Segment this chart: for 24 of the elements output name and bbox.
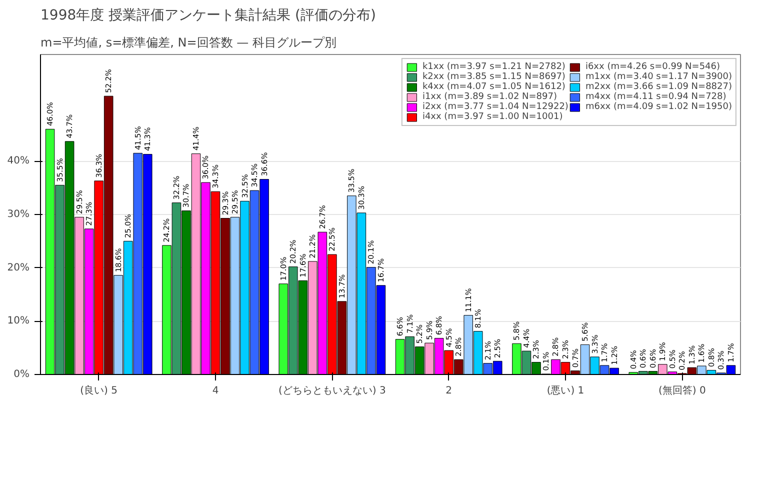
x-tick-label: 2: [446, 386, 452, 396]
legend-label: k1xx (m=3.97 s=1.21 N=2782): [422, 62, 566, 72]
y-tick-label: 0%: [14, 369, 30, 380]
x-tick-label: 4: [212, 386, 219, 396]
y-tick-label: 30%: [7, 209, 30, 220]
legend-label: k4xx (m=4.07 s=1.05 N=1612): [422, 82, 566, 92]
legend-label: i1xx (m=3.89 s=1.02 N=897): [422, 92, 557, 102]
y-tick-label: 40%: [7, 156, 30, 167]
legend-label: m2xx (m=3.66 s=1.09 N=8827): [585, 82, 732, 92]
legend-label: m1xx (m=3.40 s=1.17 N=3900): [585, 72, 732, 82]
legend-label: m4xx (m=4.11 s=0.94 N=728): [585, 92, 726, 102]
legend-label: i4xx (m=3.97 s=1.00 N=1001): [422, 112, 563, 122]
x-tick-label: (どちらともいえない) 3: [278, 386, 386, 396]
legend-label: i6xx (m=4.26 s=0.99 N=546): [585, 62, 720, 72]
legend-label: m6xx (m=4.09 s=1.02 N=1950): [585, 102, 732, 112]
x-tick-label: (無回答) 0: [658, 384, 706, 396]
chart-subtitle: m=平均値, s=標準偏差, N=回答数 — 科目グループ別: [40, 36, 336, 50]
chart-title: 1998年度 授業評価アンケート集計結果 (評価の分布): [40, 8, 376, 24]
legend-label: i2xx (m=3.77 s=1.04 N=12922): [422, 102, 568, 112]
legend-label: k2xx (m=3.85 s=1.15 N=8697): [422, 72, 566, 82]
y-tick-label: 20%: [7, 262, 30, 274]
x-tick-label: (良い) 5: [80, 384, 118, 396]
y-tick-label: 10%: [7, 316, 30, 327]
x-tick-label: (悪い) 1: [546, 386, 584, 396]
